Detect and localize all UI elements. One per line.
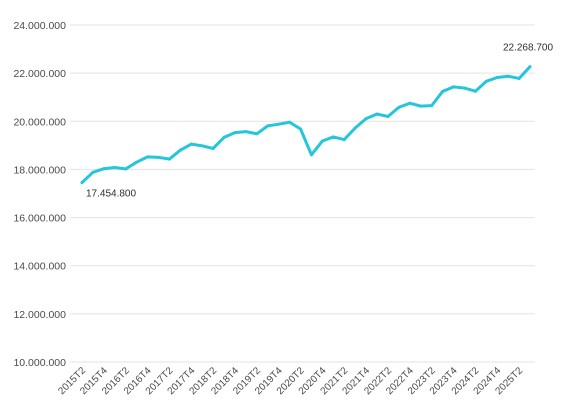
data-point [222, 135, 226, 139]
data-label: 17.454.800 [86, 189, 136, 200]
data-point [386, 114, 390, 118]
data-point [211, 146, 215, 150]
data-point [113, 166, 117, 170]
data-point [102, 167, 106, 171]
y-tick-label: 14.000.000 [13, 261, 66, 273]
data-labels: 17.454.800 22.268.700 [86, 43, 553, 200]
data-point [506, 74, 510, 78]
y-axis: 10.000.000 12.000.000 14.000.000 16.000.000… [13, 20, 66, 369]
data-point [167, 157, 171, 161]
y-tick-label: 24.000.000 [13, 20, 66, 32]
data-point [484, 79, 488, 83]
data-point [80, 181, 84, 185]
data-point [124, 167, 128, 171]
data-point [375, 112, 379, 116]
data-point [408, 101, 412, 105]
data-point [255, 132, 259, 136]
grid-lines [70, 24, 535, 363]
data-point [495, 75, 499, 79]
data-point [309, 153, 313, 157]
data-point [277, 122, 281, 126]
data-point [288, 120, 292, 124]
data-point [299, 127, 303, 131]
data-point [473, 89, 477, 93]
data-point [266, 124, 270, 128]
series-line [80, 65, 532, 185]
data-point [397, 105, 401, 109]
data-point [342, 138, 346, 142]
data-point [331, 135, 335, 139]
data-label: 22.268.700 [503, 43, 553, 54]
data-point [364, 117, 368, 121]
y-tick-label: 20.000.000 [13, 116, 66, 128]
data-point [419, 104, 423, 108]
data-point [91, 170, 95, 174]
data-point [517, 76, 521, 80]
data-point [146, 155, 150, 159]
y-tick-label: 12.000.000 [13, 309, 66, 321]
data-point [528, 65, 532, 69]
y-tick-label: 16.000.000 [13, 213, 66, 225]
data-point [441, 89, 445, 93]
data-point [244, 130, 248, 134]
data-point [233, 131, 237, 135]
data-point [178, 148, 182, 152]
x-axis: 2015T22015T42016T22016T42017T22017T42018… [56, 365, 525, 397]
data-point [189, 142, 193, 146]
data-point [430, 104, 434, 108]
data-point [462, 86, 466, 90]
data-point [135, 160, 139, 164]
data-point [452, 85, 456, 89]
series-group [80, 65, 532, 185]
data-point [200, 144, 204, 148]
data-point [320, 139, 324, 143]
data-point [353, 126, 357, 130]
y-tick-label: 10.000.000 [13, 357, 66, 369]
data-point [156, 155, 160, 159]
y-tick-label: 22.000.000 [13, 68, 66, 80]
y-tick-label: 18.000.000 [13, 164, 66, 176]
